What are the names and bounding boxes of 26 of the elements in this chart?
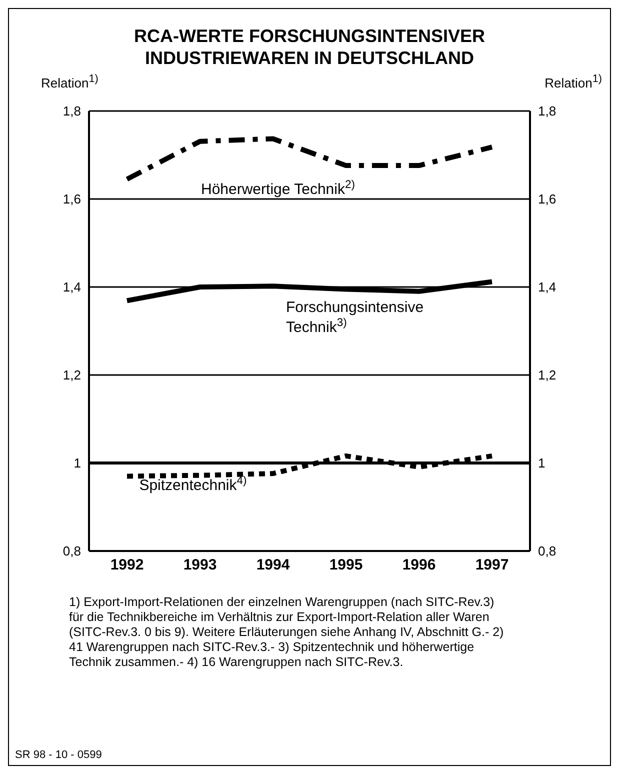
- y-tick-label: 1: [74, 456, 81, 471]
- x-tick-label: 1997: [475, 556, 509, 574]
- y-axis-title: Relation$^{1)}$: [41, 73, 98, 91]
- x-tick-label: 1996: [402, 556, 436, 574]
- y-tick-label: 0,8: [62, 544, 81, 559]
- y2-tick-label: 1,6: [538, 192, 556, 207]
- y-tick-label: 1,2: [62, 368, 81, 383]
- x-tick-label: 1995: [329, 556, 363, 574]
- y-tick-label: 1,6: [62, 192, 81, 207]
- series-label: Forschungsintensive Technik$^{3)}$: [286, 298, 424, 336]
- x-tick-label: 1992: [110, 556, 144, 574]
- y2-tick-label: 1,2: [538, 368, 556, 383]
- y2-tick-label: 1,8: [538, 104, 556, 119]
- y2-axis-title: Relation$^{1)}$: [544, 73, 602, 91]
- y2-tick-label: 1,4: [538, 280, 556, 295]
- text: 1) Export-Import-Relationen der einzelnen Warengruppen (nach SITC-Rev.3) für die Technikbereiche im Verhältnis zur Export-Import-Relation aller Waren (SITC-Rev.3. 0 bis 9). Weitere Erläuterungen siehe Anhang IV, Abschnitt G.- 2) 41 Warengruppen nach SITC-Rev.3.- 3) Spitzentechnik und höherwertige Technik zusammen.- 4) 16 Warengruppen nach SITC-Rev.3.: [69, 595, 505, 670]
- x-tick-label: 1993: [183, 556, 217, 574]
- y-tick-label: 1,8: [62, 104, 81, 119]
- chart-title: RCA-WERTE FORSCHUNGSINTENSIVER INDUSTRIEWAREN IN DEUTSCHLAND: [132, 25, 486, 69]
- series-label: Höherwertige Technik$^{2)}$: [201, 179, 356, 198]
- y-tick-label: 1,4: [62, 280, 81, 295]
- series-label: Spitzentechnik$^{4)}$: [139, 475, 248, 494]
- y2-tick-label: 0,8: [538, 544, 556, 559]
- x-tick-label: 1994: [256, 556, 290, 574]
- y2-tick-label: 1: [538, 456, 546, 471]
- text: SR 98 - 10 - 0599: [15, 749, 102, 761]
